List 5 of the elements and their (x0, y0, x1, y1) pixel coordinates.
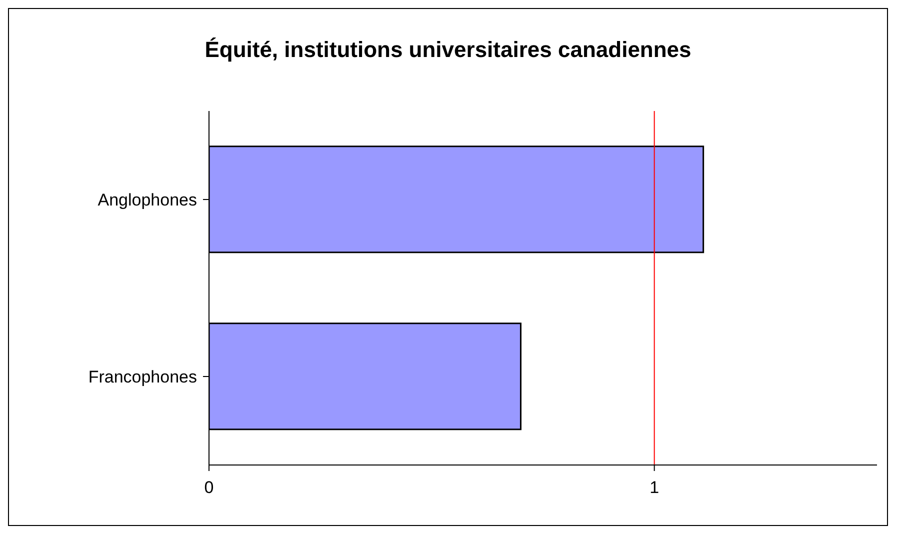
x-tick-label: 1 (650, 478, 660, 498)
x-tick-label: 0 (204, 478, 214, 498)
y-tick-label: Anglophones (98, 190, 197, 210)
y-tick-label: Francophones (88, 368, 197, 387)
chart-title: Équité, institutions universitaires canadiennes (204, 36, 692, 64)
